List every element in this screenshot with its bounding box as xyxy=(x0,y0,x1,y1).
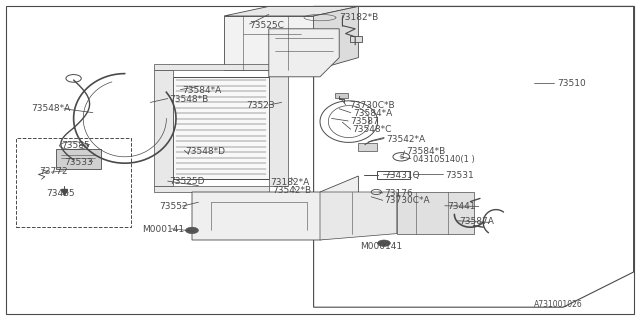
Text: 73584*B: 73584*B xyxy=(406,147,445,156)
Text: 73531: 73531 xyxy=(445,171,474,180)
Circle shape xyxy=(186,227,198,234)
Polygon shape xyxy=(173,77,269,179)
FancyBboxPatch shape xyxy=(56,149,101,169)
Polygon shape xyxy=(154,70,173,186)
Text: 73523: 73523 xyxy=(246,101,275,110)
Text: 73585: 73585 xyxy=(61,141,90,150)
Text: A731001026: A731001026 xyxy=(534,300,583,309)
Text: 73485: 73485 xyxy=(46,189,75,198)
Text: 73548*A: 73548*A xyxy=(31,104,70,113)
Polygon shape xyxy=(314,6,358,70)
Polygon shape xyxy=(154,186,269,192)
Text: S: S xyxy=(399,154,403,160)
Text: 73548*B: 73548*B xyxy=(170,95,209,104)
Text: 73182*A: 73182*A xyxy=(270,178,309,187)
Polygon shape xyxy=(192,176,358,240)
Polygon shape xyxy=(224,6,358,16)
Polygon shape xyxy=(269,29,339,77)
Text: 73587A: 73587A xyxy=(460,217,494,226)
Polygon shape xyxy=(269,70,288,186)
FancyBboxPatch shape xyxy=(358,143,377,151)
Text: 73584*A: 73584*A xyxy=(182,86,221,95)
Circle shape xyxy=(393,153,410,161)
Text: 73548*C: 73548*C xyxy=(352,125,392,134)
Text: 73542*A: 73542*A xyxy=(386,135,425,144)
Circle shape xyxy=(378,240,390,246)
Text: 73772: 73772 xyxy=(40,167,68,176)
Text: 73548*D: 73548*D xyxy=(186,147,226,156)
Text: M000141: M000141 xyxy=(142,225,184,234)
Text: 73584*A: 73584*A xyxy=(353,109,392,118)
Polygon shape xyxy=(224,16,314,70)
Text: 04310S140(1 ): 04310S140(1 ) xyxy=(413,155,474,164)
FancyBboxPatch shape xyxy=(350,36,362,42)
Text: 73542*B: 73542*B xyxy=(273,186,312,195)
Text: 73525C: 73525C xyxy=(250,21,284,30)
Text: M000141: M000141 xyxy=(360,242,402,251)
Text: 73533: 73533 xyxy=(64,158,93,167)
Polygon shape xyxy=(154,64,269,70)
Text: 73510: 73510 xyxy=(557,79,586,88)
Text: 73441: 73441 xyxy=(447,202,476,211)
Text: 73176: 73176 xyxy=(384,189,413,198)
Text: 73587: 73587 xyxy=(350,117,379,126)
Polygon shape xyxy=(320,192,397,240)
Text: 73730C*B: 73730C*B xyxy=(349,101,394,110)
Text: 73182*B: 73182*B xyxy=(339,13,378,22)
Text: 73552: 73552 xyxy=(159,202,188,211)
Text: 73730C*A: 73730C*A xyxy=(384,196,429,205)
FancyBboxPatch shape xyxy=(335,93,348,98)
Text: 73431Q: 73431Q xyxy=(384,171,420,180)
Polygon shape xyxy=(397,192,474,234)
Text: 73525D: 73525D xyxy=(170,177,205,186)
